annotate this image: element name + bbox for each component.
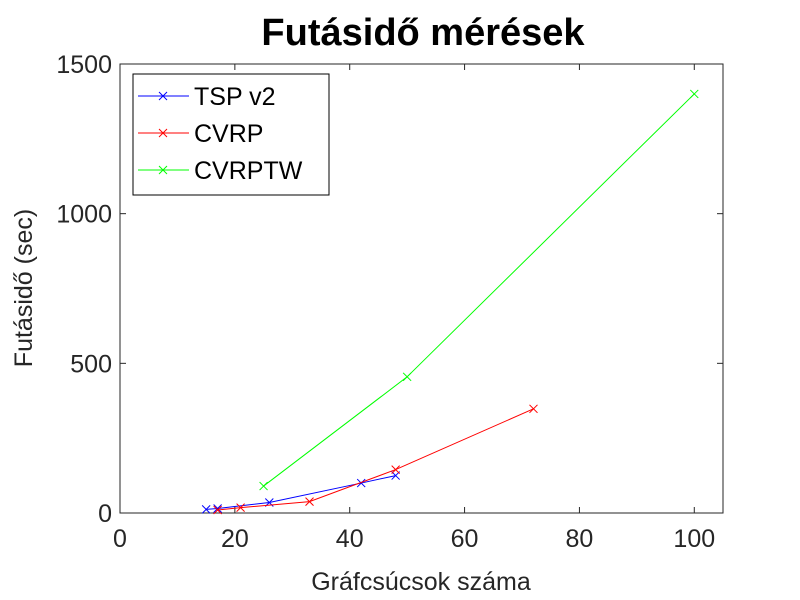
data-point-marker <box>402 372 412 382</box>
legend-label: CVRPTW <box>194 157 303 185</box>
legend: TSP v2 CVRP CVRPTW <box>132 73 330 196</box>
x-tick-label: 60 <box>451 525 479 553</box>
x-tick-label: 0 <box>113 525 127 553</box>
x-tick-label: 80 <box>566 525 594 553</box>
legend-entry: CVRPTW <box>138 157 303 185</box>
legend-label: CVRP <box>194 120 263 148</box>
legend-marker <box>158 91 168 101</box>
x-axis-label: Gráfcsúcsok száma <box>311 568 531 596</box>
x-axis: 0 20 40 60 80 100 <box>113 64 715 553</box>
data-point-marker <box>213 505 222 515</box>
data-point-marker <box>236 503 245 512</box>
x-tick-label: 20 <box>221 525 249 553</box>
chart-title: Futásidő mérések <box>261 12 585 54</box>
legend-marker <box>158 165 168 175</box>
legend-label: TSP v2 <box>194 83 276 111</box>
data-point-marker <box>356 478 366 488</box>
series-2 <box>259 89 699 491</box>
data-point-marker <box>213 504 222 513</box>
x-tick-label: 100 <box>673 525 715 553</box>
y-axis: 0 500 1000 1500 <box>56 51 723 528</box>
data-point-marker <box>689 89 699 99</box>
legend-box <box>132 73 330 196</box>
legend-entry: CVRP <box>138 120 263 148</box>
legend-marker <box>158 128 168 138</box>
data-point-marker <box>529 404 538 414</box>
y-axis-label: Futásidő (sec) <box>10 209 38 367</box>
y-tick-label: 0 <box>98 500 112 528</box>
series-layer <box>201 89 699 515</box>
y-tick-label: 1500 <box>56 51 112 79</box>
y-tick-label: 1000 <box>56 201 112 229</box>
data-point-marker <box>305 497 314 506</box>
legend-entry: TSP v2 <box>138 83 276 111</box>
y-tick-label: 500 <box>70 350 112 378</box>
series-1 <box>213 404 538 515</box>
x-tick-label: 40 <box>336 525 364 553</box>
data-point-marker <box>391 465 401 474</box>
series-0 <box>201 471 401 514</box>
data-point-marker <box>201 505 211 514</box>
data-point-marker <box>259 481 268 491</box>
